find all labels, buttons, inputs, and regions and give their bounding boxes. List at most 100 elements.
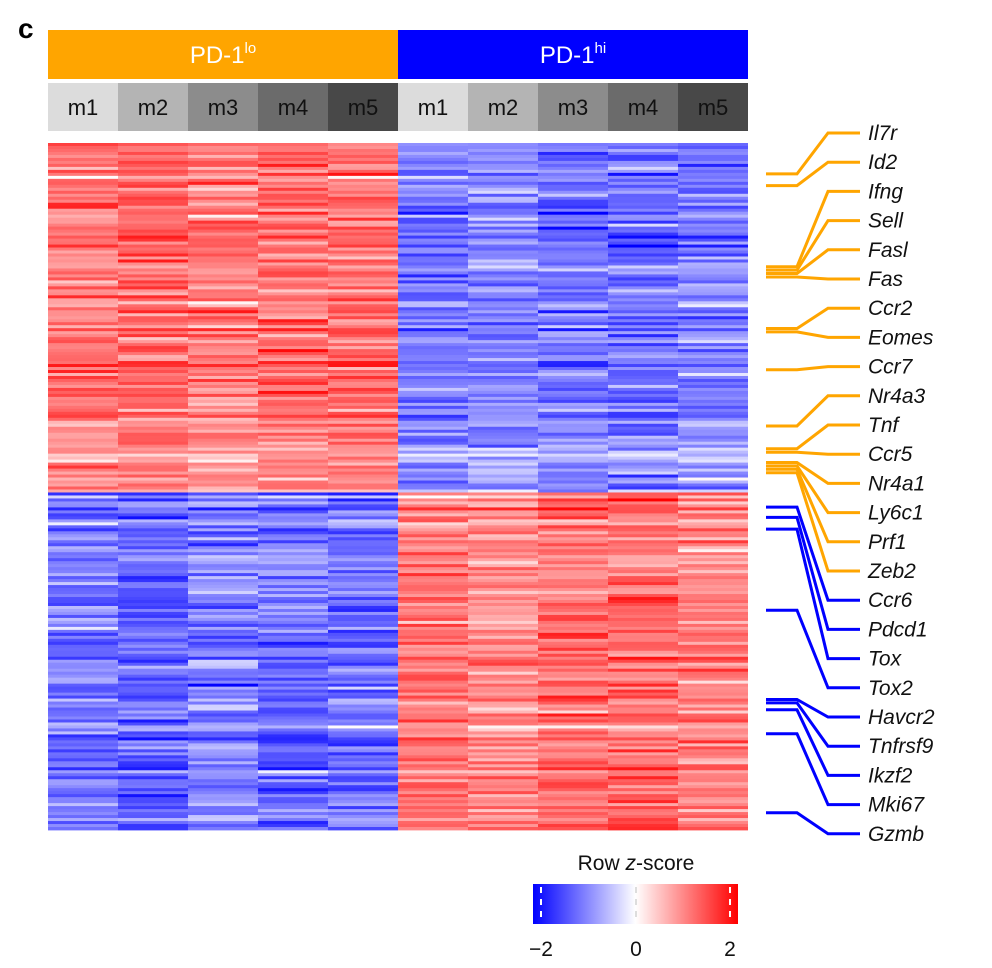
heatmap-cell <box>118 187 188 192</box>
heatmap-cell <box>538 286 608 290</box>
heatmap-cell <box>258 337 328 341</box>
heatmap-cell <box>678 611 748 616</box>
heatmap-cell <box>538 617 608 622</box>
heatmap-cell <box>468 435 538 440</box>
heatmap-cell <box>258 265 328 269</box>
heatmap-cell <box>258 310 328 314</box>
heatmap-cell <box>258 166 328 171</box>
heatmap-cell <box>608 405 678 410</box>
heatmap-cell <box>258 641 328 646</box>
heatmap-cell <box>328 420 398 425</box>
heatmap-cell <box>258 510 328 514</box>
heatmap-cell <box>48 217 118 222</box>
heatmap-cell <box>328 752 398 756</box>
heatmap-cell <box>188 800 258 804</box>
heatmap-cell <box>188 537 258 541</box>
heatmap-cell <box>678 361 748 365</box>
heatmap-cell <box>608 289 678 293</box>
heatmap-cell <box>118 588 188 592</box>
heatmap-cell <box>398 417 468 422</box>
heatmap-cell <box>48 752 118 756</box>
heatmap-cell <box>48 474 118 478</box>
heatmap-cell <box>468 444 538 449</box>
heatmap-cell <box>118 202 188 207</box>
heatmap-cell <box>398 549 468 553</box>
heatmap-cell <box>608 734 678 738</box>
heatmap-cell <box>398 384 468 389</box>
heatmap-cell <box>608 190 678 195</box>
heatmap-cell <box>328 797 398 801</box>
heatmap-cell <box>538 555 608 559</box>
heatmap-cell <box>118 172 188 177</box>
heatmap-cell <box>188 477 258 481</box>
heatmap-cell <box>678 211 748 216</box>
heatmap-cell <box>608 226 678 231</box>
heatmap-cell <box>538 734 608 738</box>
heatmap-cell <box>608 716 678 720</box>
heatmap-cell <box>608 489 678 493</box>
heatmap-cell <box>538 229 608 234</box>
heatmap-cell <box>538 432 608 437</box>
heatmap-cell <box>538 626 608 631</box>
heatmap-cell <box>678 617 748 622</box>
heatmap-cell <box>118 779 188 783</box>
heatmap-cell <box>118 361 188 365</box>
gene-connector-line <box>766 464 860 515</box>
heatmap-cell <box>328 620 398 625</box>
heatmap-cell <box>468 241 538 245</box>
heatmap-cell <box>538 301 608 305</box>
heatmap-cell <box>398 671 468 676</box>
heatmap-cell <box>188 304 258 308</box>
heatmap-cell <box>678 229 748 234</box>
heatmap-cell <box>538 611 608 616</box>
gene-label: Ccr7 <box>868 356 914 379</box>
heatmap-cell <box>468 456 538 461</box>
heatmap-cell <box>48 686 118 691</box>
heatmap-cell <box>188 677 258 682</box>
heatmap-cell <box>678 591 748 595</box>
heatmap-cell <box>118 746 188 750</box>
heatmap-cell <box>398 555 468 559</box>
heatmap-cell <box>118 393 188 398</box>
heatmap-cell <box>608 148 678 153</box>
heatmap-cell <box>328 346 398 350</box>
heatmap-cell <box>258 205 328 210</box>
gene-connector-line <box>766 450 860 456</box>
heatmap-cell <box>258 226 328 231</box>
heatmap-cell <box>398 740 468 744</box>
heatmap-cell <box>48 417 118 422</box>
heatmap-cell <box>538 564 608 568</box>
heatmap-cell <box>398 776 468 780</box>
heatmap-cell <box>608 537 678 541</box>
heatmap-cell <box>398 214 468 219</box>
heatmap-cell <box>678 414 748 419</box>
heatmap-cell <box>468 408 538 413</box>
heatmap-cell <box>188 579 258 583</box>
heatmap-cell <box>398 474 468 478</box>
heatmap-cell <box>678 402 748 407</box>
heatmap-cell <box>538 501 608 505</box>
heatmap-cell <box>468 770 538 774</box>
heatmap-cell <box>188 474 258 478</box>
heatmap-cell <box>48 764 118 768</box>
heatmap-cell <box>678 546 748 550</box>
heatmap-cell <box>538 674 608 679</box>
heatmap-cell <box>678 531 748 535</box>
heatmap-cell <box>398 746 468 750</box>
heatmap-cell <box>258 507 328 511</box>
gene-connector-line <box>766 219 860 272</box>
heatmap-cell <box>398 343 468 347</box>
heatmap-cell <box>538 567 608 571</box>
heatmap-cell <box>398 402 468 407</box>
heatmap-cell <box>188 749 258 753</box>
heatmap-cell <box>398 492 468 496</box>
heatmap-cell <box>468 564 538 568</box>
heatmap-cell <box>468 232 538 236</box>
heatmap-cell <box>608 414 678 419</box>
heatmap-cell <box>608 579 678 583</box>
heatmap-cell <box>118 513 188 517</box>
heatmap-cell <box>538 447 608 452</box>
heatmap-cell <box>48 719 118 723</box>
heatmap-cell <box>118 390 188 395</box>
heatmap-cell <box>398 635 468 640</box>
